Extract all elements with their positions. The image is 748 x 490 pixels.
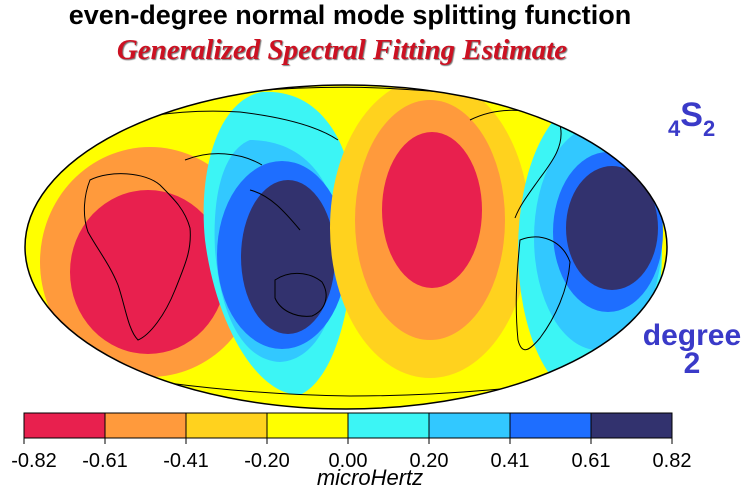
colorbar-segment xyxy=(590,412,673,439)
coastline-south-america xyxy=(515,236,571,351)
colorbar-tick-label: -0.61 xyxy=(82,450,128,472)
anomaly-navy-far-right xyxy=(566,166,658,290)
coastline-australia xyxy=(274,273,327,317)
map-title: even-degree normal mode splitting functi… xyxy=(68,0,632,30)
colorbar-tick-label: 0.00 xyxy=(328,450,368,472)
mode-angular-degree: 2 xyxy=(702,116,716,141)
colorbar-segment xyxy=(185,412,268,439)
anomaly-red-left xyxy=(70,190,226,354)
splitting-function-map xyxy=(24,84,668,410)
colorbar-tick-label: 0.20 xyxy=(409,450,449,472)
mode-overtone-number: 4 xyxy=(668,116,681,141)
colorbar-unit: microHertz xyxy=(316,465,424,490)
colorbar-tick-label: 0.61 xyxy=(571,450,611,472)
anomaly-navy-center xyxy=(241,180,335,334)
colorbar-segment xyxy=(23,412,106,439)
coastline-africa xyxy=(83,173,191,341)
colorbar-tick-label: -0.82 xyxy=(11,450,57,472)
anomaly-red-right xyxy=(382,132,482,288)
colorbar xyxy=(23,412,673,444)
colorbar-segment xyxy=(104,412,187,439)
map-subtitle: Generalized Spectral Fitting Estimate xyxy=(116,34,568,66)
degree-value: 2 xyxy=(683,347,701,380)
mode-label: 4S2 xyxy=(668,96,715,141)
map-outline xyxy=(24,84,668,410)
colorbar-segment xyxy=(347,412,430,439)
colorbar-tick-label: -0.41 xyxy=(163,450,209,472)
degree-word: degree xyxy=(642,319,742,352)
degree-label: degree 2 xyxy=(630,319,748,380)
colorbar-tick-label: 0.41 xyxy=(490,450,530,472)
colorbar-segment xyxy=(428,412,511,439)
mode-type-letter: S xyxy=(680,96,703,134)
colorbar-tick-label: 0.82 xyxy=(652,450,692,472)
colorbar-segment xyxy=(509,412,592,439)
colorbar-tick-label: -0.20 xyxy=(244,450,290,472)
colorbar-segment xyxy=(266,412,349,439)
coastline-north-america xyxy=(469,109,562,219)
